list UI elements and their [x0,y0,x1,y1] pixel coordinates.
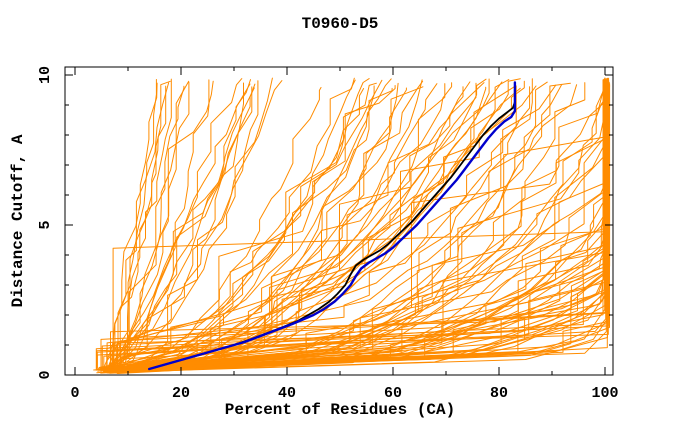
model-curve [106,85,167,371]
model-curve [107,80,190,370]
model-curve [109,81,608,370]
x-tick-label: 0 [70,385,79,402]
highlighted-model-blue [147,81,517,371]
model-curve [117,79,423,370]
x-tick-label: 80 [490,385,508,402]
y-axis-label: Distance Cutoff, A [9,134,27,307]
model-curve [112,86,531,369]
model-curve [121,78,392,371]
model-curve [106,80,283,370]
model-curve [116,80,259,373]
model-curve [106,82,571,369]
model-curve [118,82,586,373]
model-curve [106,82,170,374]
model-curve [113,81,606,370]
y-tick-label: 0 [37,370,54,379]
model-curve [104,78,607,372]
model-curve [103,83,251,372]
model-curve [105,87,393,373]
x-axis-label: Percent of Residues (CA) [225,401,455,419]
model-curve [107,79,210,374]
model-curve [112,86,253,374]
chart-title: T0960-D5 [302,15,379,33]
model-curve [107,83,609,369]
model-curve [117,82,377,371]
model-curve [102,85,608,370]
model-curve [121,79,157,373]
model-curve [108,85,185,371]
model-curve [121,81,190,370]
model-curve [119,88,365,372]
model-curve [116,79,356,373]
model-curve [96,80,606,371]
model-curve [112,80,171,371]
plot-frame [64,66,614,376]
model-curve [103,78,172,372]
model-curve [110,78,490,369]
x-tick-label: 20 [172,385,190,402]
x-tick-label: 40 [278,385,296,402]
model-curve [118,84,605,370]
model-curve [106,77,273,370]
model-curve [120,81,471,372]
model-curve [114,83,256,372]
model-curve [105,81,605,371]
model-curve [116,83,563,372]
model-curve [105,82,609,369]
axes-layer [64,66,614,376]
y-tick-label: 10 [37,66,54,84]
y-tick-label: 5 [37,220,54,229]
model-curve [109,85,516,374]
model-curve [108,84,557,374]
model-curve [122,85,375,372]
x-tick-label: 60 [384,385,402,402]
curves-layer [93,77,611,374]
model-curve [108,87,407,370]
tick-labels-layer: 0 20 40 60 80 100 0 5 10 [37,66,619,402]
model-curve [115,86,464,370]
model-curve [103,82,158,370]
model-curve [114,78,243,373]
model-curve [116,78,533,374]
model-curve [112,79,604,371]
model-curve [96,85,611,374]
model-curve [100,85,396,373]
model-curve [98,82,453,368]
x-tick-label: 100 [591,385,618,402]
